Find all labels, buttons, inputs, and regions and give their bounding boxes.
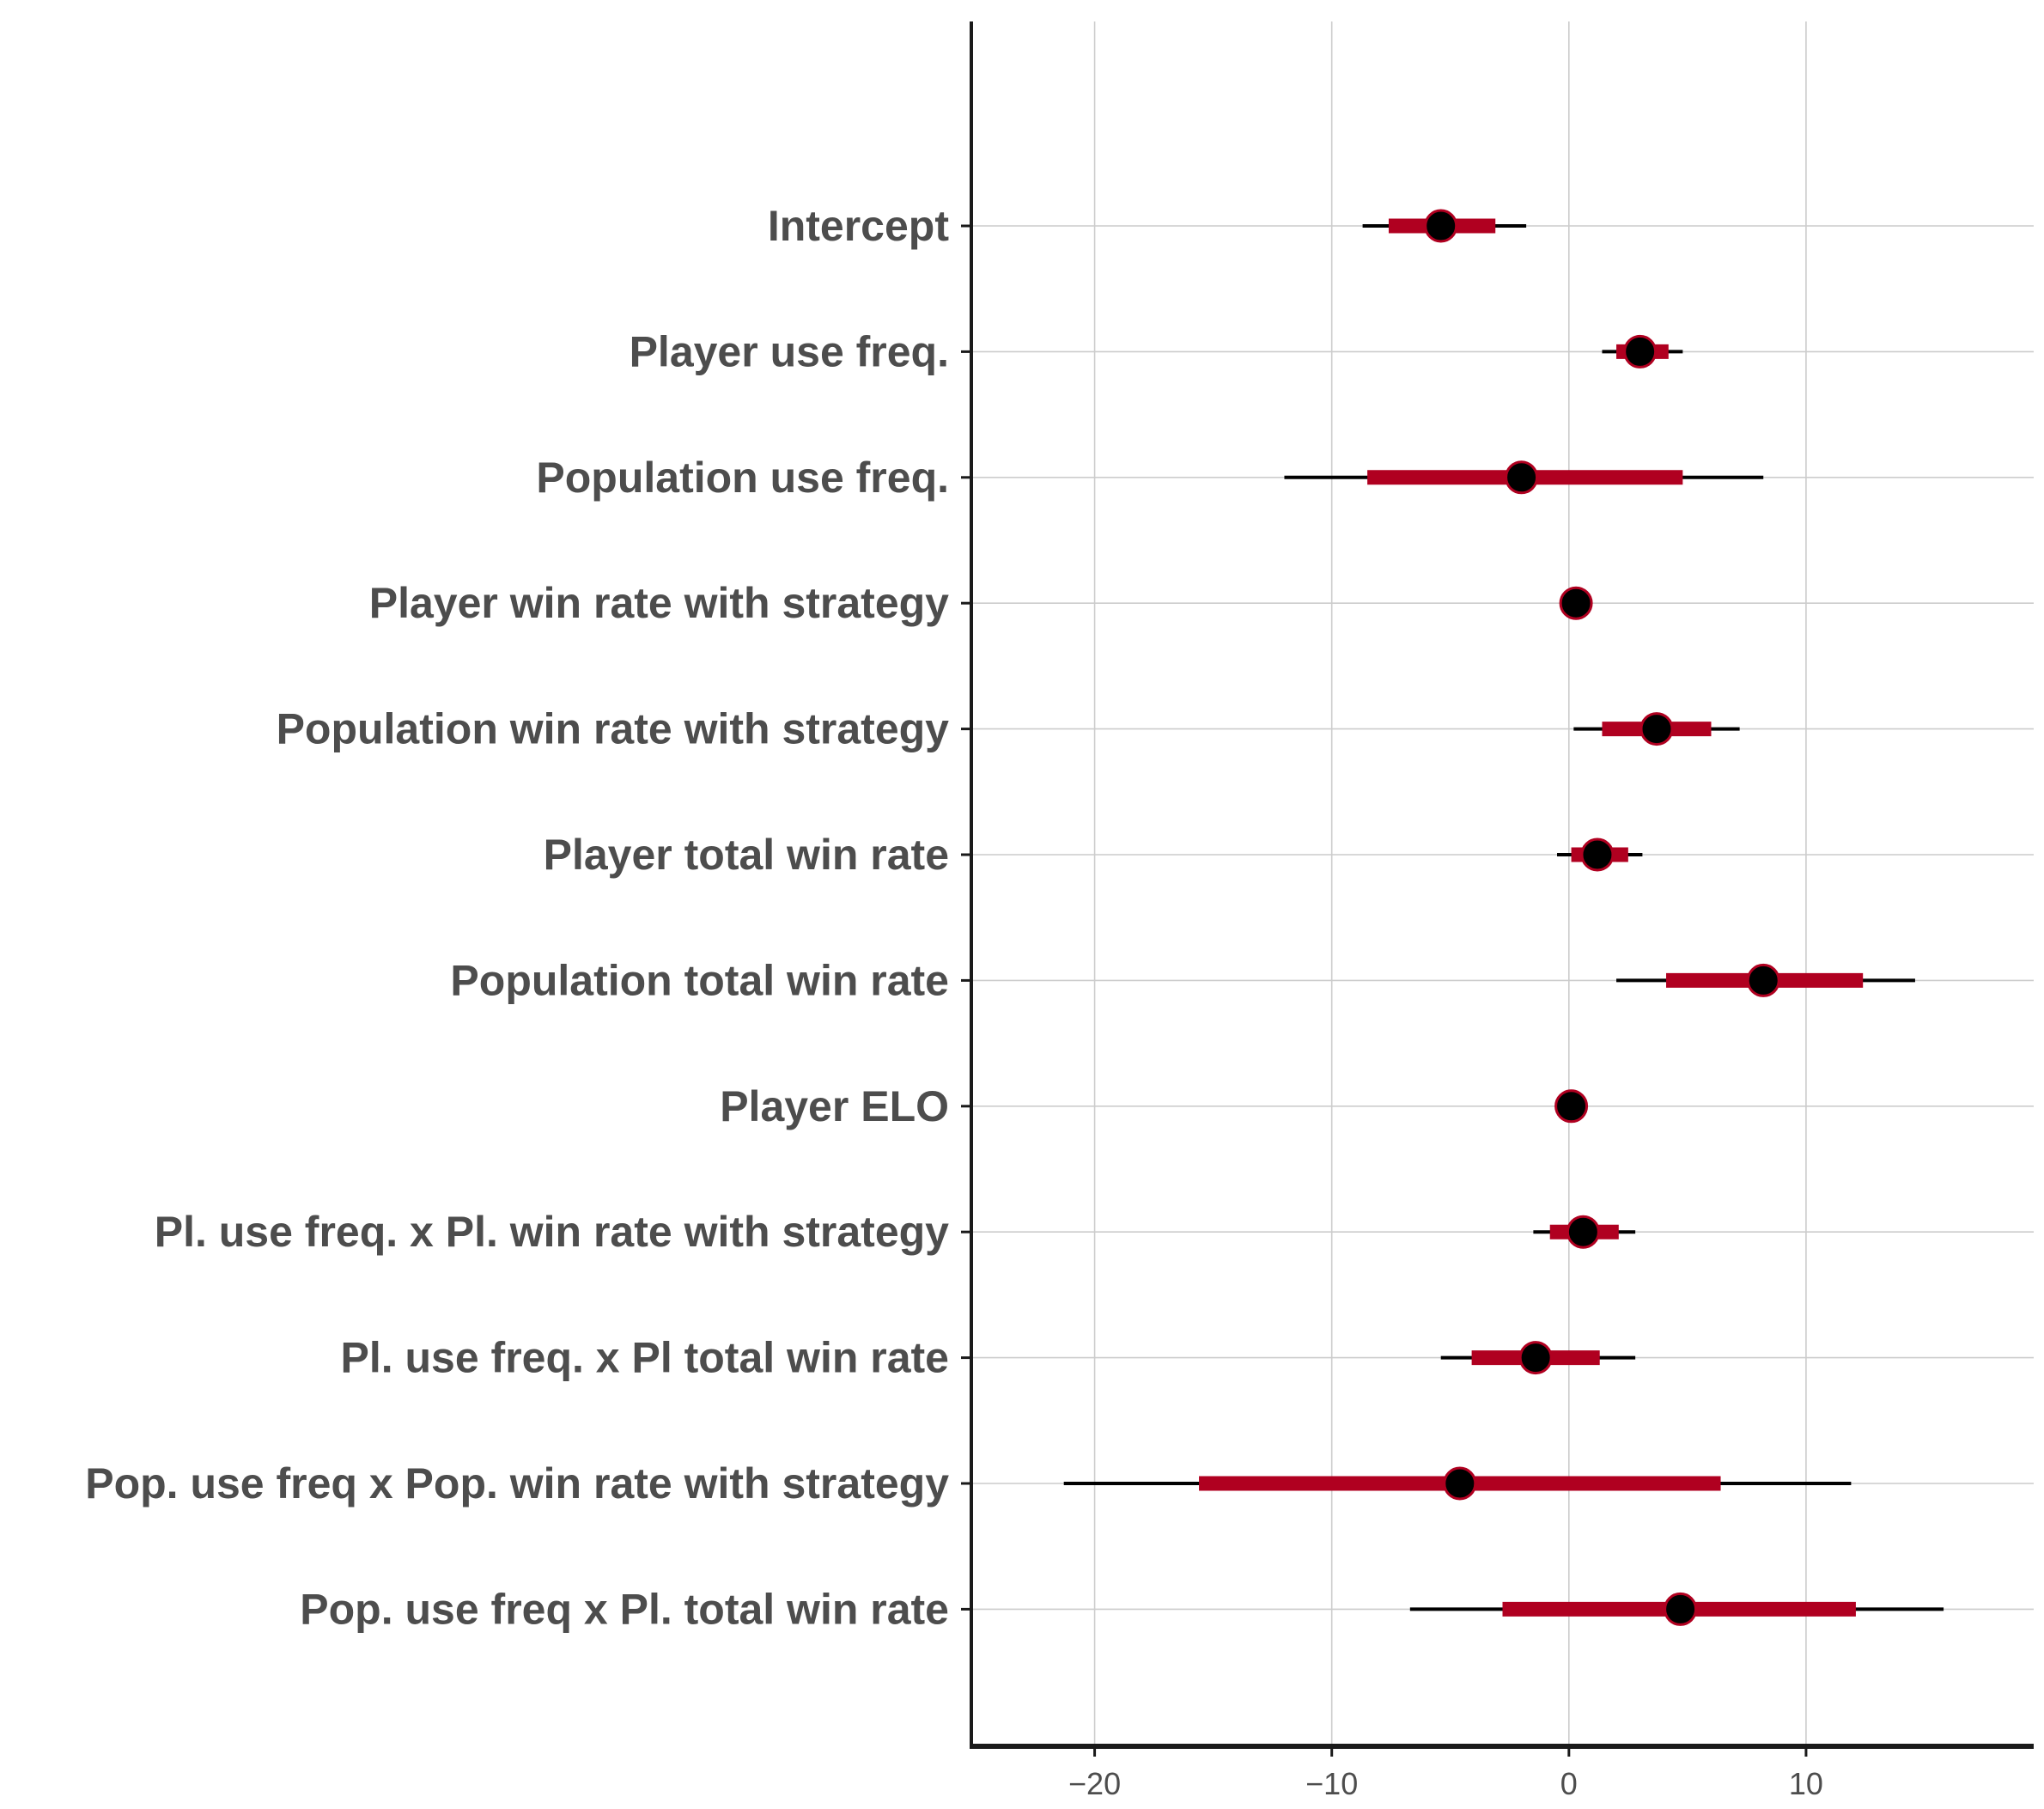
term-label: Player total win rate	[544, 831, 949, 879]
term-label: Pl. use freq. x Pl total win rate	[340, 1334, 949, 1382]
term-label: Player ELO	[720, 1082, 949, 1130]
estimate-point	[1559, 586, 1593, 620]
term-label: Player use freq.	[630, 327, 949, 375]
estimate-point	[1505, 460, 1539, 495]
estimate-point	[1639, 712, 1674, 746]
term-label: Population use freq.	[536, 454, 949, 502]
x-tick-labels: −20 −10 0 10	[1068, 1766, 1823, 1801]
estimate-point	[1746, 963, 1780, 997]
estimate-point	[1424, 209, 1458, 243]
term-label: Pl. use freq. x Pl. win rate with strate…	[155, 1208, 949, 1256]
term-label: Pop. use freq x Pop. win rate with strat…	[85, 1459, 949, 1508]
estimate-point	[1554, 1089, 1589, 1124]
term-label: Pop. use freq x Pl. total win rate	[300, 1585, 949, 1633]
intervals	[1063, 218, 1944, 1617]
x-tick-label: −20	[1068, 1766, 1121, 1801]
term-label: Population win rate with strategy	[277, 705, 950, 753]
axes	[961, 21, 2034, 1757]
x-tick-label: 10	[1789, 1766, 1823, 1801]
estimate-point	[1443, 1466, 1477, 1501]
estimate-point	[1566, 1215, 1600, 1249]
estimate-point	[1518, 1341, 1553, 1375]
term-labels: Intercept Player use freq. Population use …	[85, 202, 949, 1633]
x-tick-label: 0	[1560, 1766, 1578, 1801]
estimate-point	[1580, 838, 1615, 872]
term-label: Player win rate with strategy	[369, 579, 949, 627]
term-label: Population total win rate	[450, 956, 949, 1004]
estimate-point	[1623, 334, 1658, 368]
x-tick-label: −10	[1305, 1766, 1358, 1801]
estimate-point	[1664, 1592, 1698, 1626]
estimate-points	[1424, 209, 1780, 1626]
term-label: Intercept	[768, 202, 950, 250]
